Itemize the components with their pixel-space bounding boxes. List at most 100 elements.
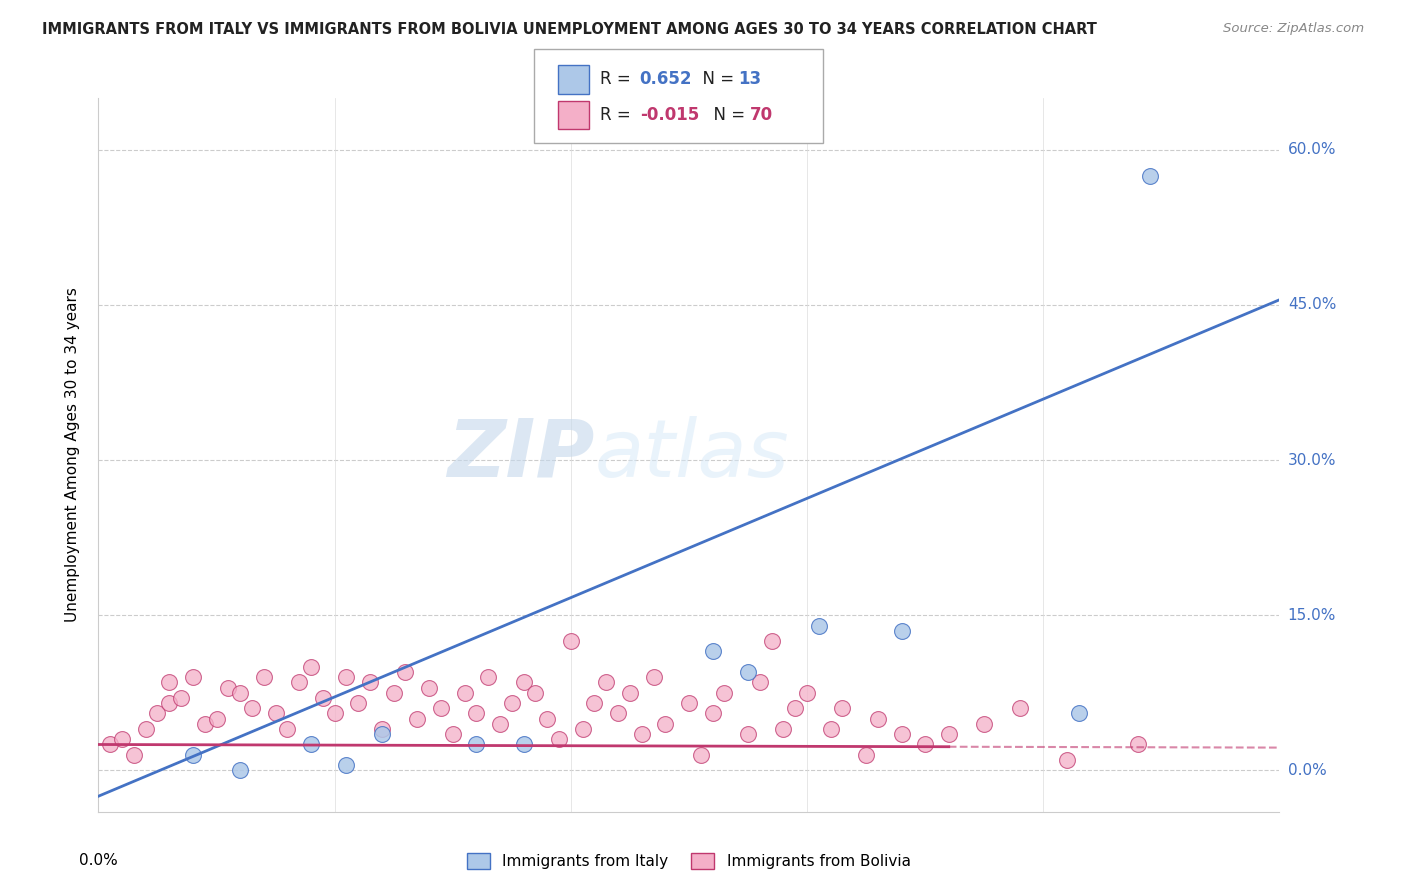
Point: [418, 681, 440, 695]
Point: [229, 686, 252, 700]
Point: [548, 732, 571, 747]
Point: [229, 764, 252, 778]
Point: [299, 738, 322, 752]
Point: [1008, 701, 1031, 715]
Point: [288, 675, 311, 690]
Point: [394, 665, 416, 679]
Point: [595, 675, 617, 690]
Text: -0.015: -0.015: [640, 106, 699, 124]
Point: [276, 722, 298, 736]
Point: [866, 712, 889, 726]
Point: [181, 747, 204, 762]
Point: [678, 696, 700, 710]
Text: R =: R =: [600, 70, 637, 88]
Point: [536, 712, 558, 726]
Point: [465, 706, 488, 721]
Point: [406, 712, 429, 726]
Point: [489, 716, 512, 731]
Point: [512, 738, 534, 752]
Point: [312, 690, 335, 705]
Point: [1067, 706, 1090, 721]
Point: [914, 738, 936, 752]
Point: [785, 701, 807, 715]
Text: 0.0%: 0.0%: [1288, 763, 1326, 778]
Point: [796, 686, 818, 700]
Point: [890, 727, 912, 741]
Y-axis label: Unemployment Among Ages 30 to 34 years: Unemployment Among Ages 30 to 34 years: [65, 287, 80, 623]
Point: [157, 675, 180, 690]
Point: [135, 722, 157, 736]
Legend: Immigrants from Italy, Immigrants from Bolivia: Immigrants from Italy, Immigrants from B…: [461, 847, 917, 875]
Point: [607, 706, 630, 721]
Point: [299, 660, 322, 674]
Text: 60.0%: 60.0%: [1288, 143, 1336, 157]
Point: [654, 716, 676, 731]
Point: [702, 644, 724, 658]
Point: [371, 722, 394, 736]
Point: [477, 670, 499, 684]
Point: [630, 727, 652, 741]
Text: N =: N =: [692, 70, 740, 88]
Point: [643, 670, 665, 684]
Point: [761, 634, 783, 648]
Point: [323, 706, 346, 721]
Point: [371, 727, 394, 741]
Point: [807, 618, 830, 632]
Point: [713, 686, 735, 700]
Text: ZIP: ZIP: [447, 416, 595, 494]
Text: Source: ZipAtlas.com: Source: ZipAtlas.com: [1223, 22, 1364, 36]
Point: [146, 706, 169, 721]
Point: [583, 696, 606, 710]
Point: [560, 634, 582, 648]
Point: [619, 686, 641, 700]
Point: [335, 670, 357, 684]
Point: [737, 665, 759, 679]
Text: 45.0%: 45.0%: [1288, 297, 1336, 312]
Point: [335, 758, 357, 772]
Point: [1126, 738, 1149, 752]
Point: [973, 716, 995, 731]
Text: 0.0%: 0.0%: [79, 853, 118, 868]
Point: [702, 706, 724, 721]
Point: [855, 747, 877, 762]
Point: [737, 727, 759, 741]
Point: [347, 696, 370, 710]
Text: 70: 70: [749, 106, 772, 124]
Point: [157, 696, 180, 710]
Text: IMMIGRANTS FROM ITALY VS IMMIGRANTS FROM BOLIVIA UNEMPLOYMENT AMONG AGES 30 TO 3: IMMIGRANTS FROM ITALY VS IMMIGRANTS FROM…: [42, 22, 1097, 37]
Text: N =: N =: [703, 106, 751, 124]
Point: [571, 722, 593, 736]
Text: atlas: atlas: [595, 416, 789, 494]
Text: 0.652: 0.652: [640, 70, 692, 88]
Point: [501, 696, 523, 710]
Point: [512, 675, 534, 690]
Text: 13: 13: [738, 70, 761, 88]
Point: [240, 701, 263, 715]
Point: [359, 675, 381, 690]
Point: [465, 738, 488, 752]
Point: [217, 681, 239, 695]
Point: [938, 727, 960, 741]
Point: [170, 690, 193, 705]
Point: [772, 722, 794, 736]
Point: [441, 727, 464, 741]
Point: [453, 686, 475, 700]
Point: [890, 624, 912, 638]
Point: [98, 738, 121, 752]
Point: [111, 732, 134, 747]
Point: [253, 670, 276, 684]
Point: [689, 747, 711, 762]
Point: [122, 747, 145, 762]
Point: [264, 706, 287, 721]
Text: 30.0%: 30.0%: [1288, 452, 1336, 467]
Point: [831, 701, 853, 715]
Point: [1056, 753, 1078, 767]
Point: [430, 701, 453, 715]
Point: [748, 675, 770, 690]
Text: R =: R =: [600, 106, 637, 124]
Point: [820, 722, 842, 736]
Point: [382, 686, 405, 700]
Point: [524, 686, 547, 700]
Point: [181, 670, 204, 684]
Point: [205, 712, 228, 726]
